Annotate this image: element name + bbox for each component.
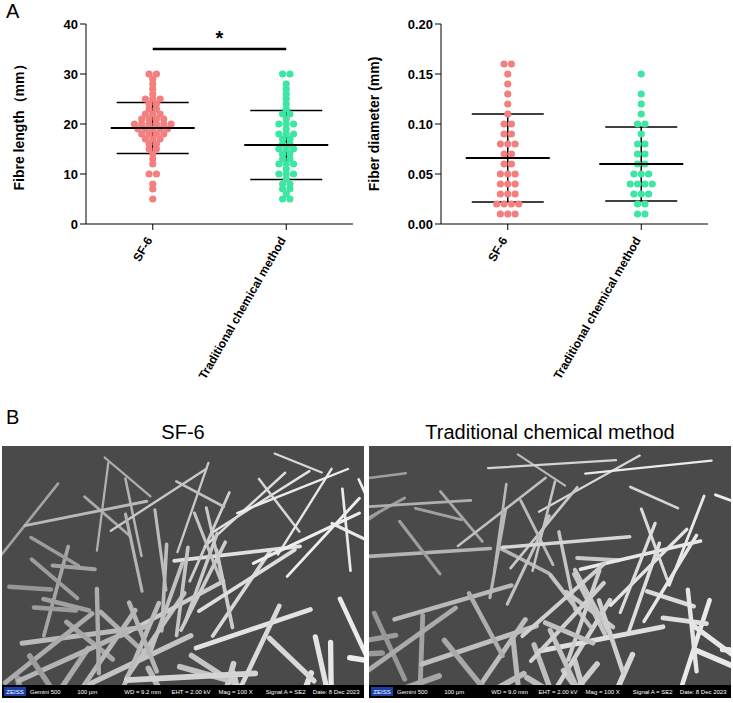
svg-text:Fiber diameter (mm): Fiber diameter (mm) [366, 57, 382, 192]
svg-text:0.00: 0.00 [408, 217, 433, 232]
svg-text:30: 30 [64, 67, 78, 82]
svg-text:SF-6: SF-6 [130, 234, 155, 264]
svg-text:40: 40 [64, 17, 78, 32]
svg-text:SF-6: SF-6 [485, 234, 510, 264]
svg-text:Gemini 500: Gemini 500 [397, 689, 428, 695]
svg-text:Date: 8 Dec 2023: Date: 8 Dec 2023 [313, 689, 360, 695]
svg-text:0.10: 0.10 [408, 117, 433, 132]
svg-text:ZEISS: ZEISS [373, 689, 390, 695]
svg-text:100 µm: 100 µm [77, 689, 97, 695]
svg-text:0.20: 0.20 [408, 17, 433, 32]
svg-text:0.05: 0.05 [408, 167, 433, 182]
svg-text:Mag = 100 X: Mag = 100 X [586, 689, 620, 695]
svg-text:EHT = 2.00 kV: EHT = 2.00 kV [171, 689, 210, 695]
svg-text:0: 0 [71, 217, 78, 232]
svg-text:ZEISS: ZEISS [6, 689, 23, 695]
svg-text:0.15: 0.15 [408, 67, 433, 82]
svg-text:WD = 9.0 mm: WD = 9.0 mm [491, 689, 528, 695]
svg-text:Gemini 500: Gemini 500 [30, 689, 61, 695]
svg-text:Traditional chemical method: Traditional chemical method [551, 235, 644, 382]
svg-text:EHT = 2.00 kV: EHT = 2.00 kV [538, 689, 577, 695]
svg-text:Mag = 100 X: Mag = 100 X [219, 689, 253, 695]
html-text:A: A [6, 0, 20, 22]
svg-text:Date: 8 Dec 2023: Date: 8 Dec 2023 [680, 689, 727, 695]
svg-text:100 µm: 100 µm [444, 689, 464, 695]
svg-text:Signal A = SE2: Signal A = SE2 [266, 689, 307, 695]
svg-text:Fibre length（mm）: Fibre length（mm） [11, 57, 27, 190]
svg-text:10: 10 [64, 167, 78, 182]
svg-text:*: * [216, 27, 224, 49]
html-text:Traditional chemical method: Traditional chemical method [425, 421, 675, 443]
html-text:SF-6: SF-6 [161, 421, 205, 443]
svg-text:20: 20 [64, 117, 78, 132]
html-text:B: B [6, 406, 20, 428]
svg-text:Traditional chemical method: Traditional chemical method [196, 235, 289, 382]
svg-text:Signal A = SE2: Signal A = SE2 [633, 689, 674, 695]
svg-text:WD = 9.2 mm: WD = 9.2 mm [124, 689, 161, 695]
